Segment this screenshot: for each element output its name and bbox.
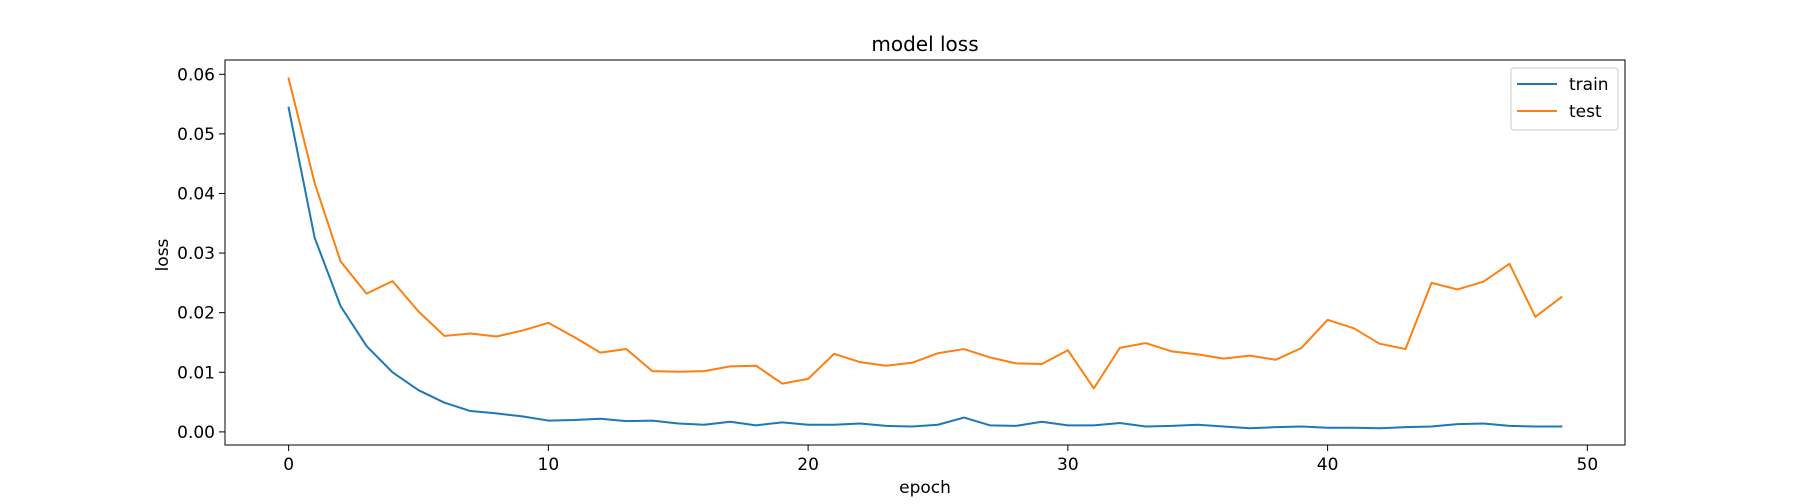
- chart-title: model loss: [871, 32, 978, 56]
- x-tick-label: 20: [797, 455, 819, 475]
- plot-area: 0 10 20 30 40 50 0.00 0.01 0.02 0.03 0.04 0.05 0.06: [177, 59, 1626, 475]
- y-tick-label: 0.04: [177, 184, 215, 204]
- x-tick-label: 30: [1057, 455, 1079, 475]
- y-tick-label: 0.03: [177, 244, 215, 264]
- legend: train test: [1510, 67, 1619, 131]
- legend-label-train: train: [1569, 75, 1609, 95]
- x-tick-label: 40: [1317, 455, 1339, 475]
- series-line-train: [287, 106, 1563, 430]
- y-tick-label: 0.00: [177, 423, 215, 443]
- x-axis-label: epoch: [899, 478, 951, 498]
- y-tick-label: 0.01: [177, 363, 215, 383]
- x-tick-label: 10: [538, 455, 560, 475]
- legend-label-test: test: [1569, 102, 1602, 122]
- y-tick-label: 0.06: [177, 65, 215, 85]
- x-tick-label: 50: [1577, 455, 1599, 475]
- plot-frame: [224, 59, 1626, 446]
- x-tick-label: 0: [283, 455, 294, 475]
- y-tick-label: 0.05: [177, 125, 215, 145]
- y-tick-label: 0.02: [177, 304, 215, 324]
- y-axis-label: loss: [153, 238, 173, 271]
- series-line-test: [287, 77, 1563, 390]
